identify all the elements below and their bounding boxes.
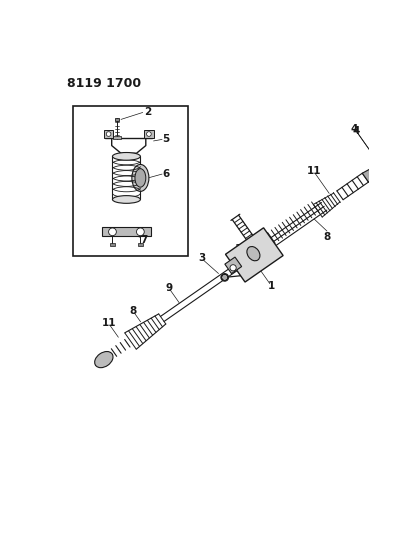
Bar <box>101 227 151 237</box>
Circle shape <box>106 132 111 136</box>
Ellipse shape <box>132 165 148 191</box>
Bar <box>144 130 153 138</box>
Bar <box>110 243 115 246</box>
Ellipse shape <box>246 247 259 261</box>
Circle shape <box>220 273 228 281</box>
Ellipse shape <box>94 352 113 368</box>
Ellipse shape <box>112 152 140 160</box>
Polygon shape <box>95 352 112 365</box>
Text: 4: 4 <box>351 126 359 135</box>
Text: 8: 8 <box>129 306 136 316</box>
Text: 2: 2 <box>144 108 151 117</box>
Ellipse shape <box>135 168 146 187</box>
Text: 11: 11 <box>306 166 320 176</box>
Text: 9: 9 <box>165 283 172 293</box>
Circle shape <box>229 265 236 271</box>
Text: 7: 7 <box>140 235 148 245</box>
Bar <box>104 130 113 138</box>
Circle shape <box>146 132 151 136</box>
Text: 1: 1 <box>267 280 274 290</box>
Circle shape <box>108 228 116 236</box>
Text: 11: 11 <box>101 318 116 328</box>
Bar <box>73 106 187 256</box>
Polygon shape <box>224 257 241 273</box>
Text: 5: 5 <box>162 134 169 144</box>
Polygon shape <box>362 162 387 182</box>
Text: 10: 10 <box>234 244 248 254</box>
Bar <box>138 243 142 246</box>
Circle shape <box>136 228 144 236</box>
Bar <box>115 118 119 121</box>
Ellipse shape <box>112 196 140 203</box>
Text: 8119 1700: 8119 1700 <box>67 77 141 90</box>
Polygon shape <box>225 228 283 282</box>
Ellipse shape <box>369 160 388 176</box>
Text: 4: 4 <box>350 124 357 134</box>
Bar <box>113 136 121 139</box>
Text: 6: 6 <box>162 169 169 179</box>
Text: 8: 8 <box>323 232 330 242</box>
Text: 3: 3 <box>198 253 204 263</box>
